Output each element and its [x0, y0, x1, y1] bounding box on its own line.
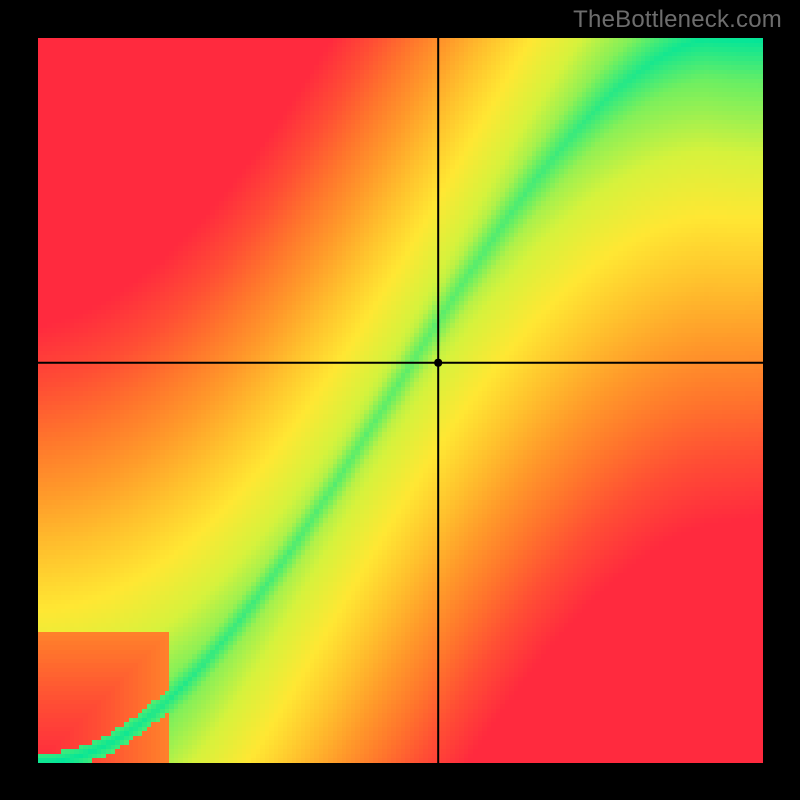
heatmap-canvas [0, 0, 800, 800]
heatmap-container: { "watermark": { "text": "TheBottleneck.… [0, 0, 800, 800]
watermark-text: TheBottleneck.com [573, 6, 782, 34]
